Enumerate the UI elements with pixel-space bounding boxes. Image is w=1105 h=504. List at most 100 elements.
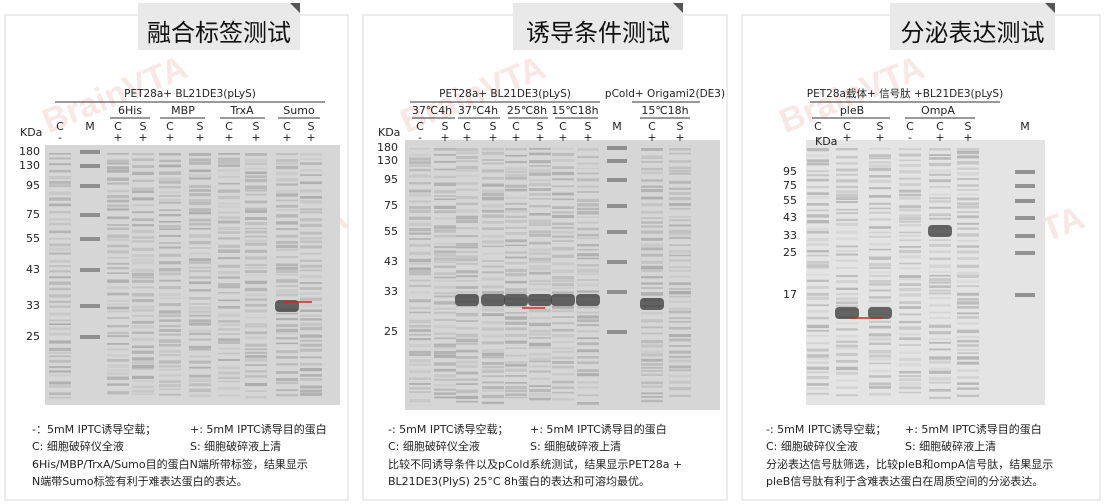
- band: [49, 230, 71, 234]
- band: [482, 204, 504, 208]
- band: [929, 200, 951, 203]
- band: [899, 189, 921, 193]
- band: [529, 389, 551, 393]
- lane-label: S: [308, 120, 315, 133]
- tab-corner: [673, 3, 683, 13]
- band: [434, 190, 456, 194]
- band: [276, 214, 298, 218]
- band: [669, 295, 691, 298]
- band: [836, 201, 858, 204]
- band: [929, 338, 951, 340]
- band: [132, 211, 154, 214]
- band: [159, 388, 181, 391]
- band: [669, 203, 691, 206]
- band: [456, 234, 478, 238]
- band: [276, 363, 298, 366]
- band: [929, 148, 951, 151]
- title-tab: [513, 3, 683, 50]
- band: [107, 216, 129, 220]
- band: [505, 176, 527, 180]
- band: [577, 203, 599, 207]
- band: [669, 266, 691, 268]
- band: [928, 225, 952, 237]
- band: [836, 359, 858, 363]
- band: [49, 347, 71, 352]
- marker-band: [607, 159, 627, 163]
- band: [434, 245, 456, 249]
- band: [869, 274, 891, 277]
- band: [159, 303, 181, 307]
- band: [245, 158, 267, 163]
- band: [869, 271, 891, 274]
- band: [505, 215, 527, 218]
- band: [929, 179, 951, 183]
- band: [434, 265, 456, 268]
- band: [552, 283, 574, 287]
- note-text: 比较不同诱导条件以及pCold系统测试，结果显示PET28a +: [388, 457, 682, 471]
- band: [836, 394, 858, 397]
- lane-sign: +: [224, 131, 233, 144]
- band: [552, 226, 574, 229]
- band: [807, 376, 829, 380]
- band: [505, 321, 527, 325]
- band: [807, 279, 829, 282]
- lane-sign: +: [440, 131, 449, 144]
- band: [218, 305, 240, 309]
- band: [552, 206, 574, 210]
- band: [807, 242, 829, 247]
- band: [409, 168, 431, 172]
- band: [300, 385, 322, 389]
- band: [869, 167, 891, 172]
- band: [189, 383, 211, 387]
- band: [434, 291, 456, 295]
- band: [245, 274, 267, 276]
- band: [669, 369, 691, 372]
- band: [835, 307, 859, 319]
- band: [218, 328, 240, 331]
- band: [409, 262, 431, 265]
- band: [409, 344, 431, 348]
- band: [899, 375, 921, 378]
- band: [669, 197, 691, 201]
- band: [482, 151, 504, 155]
- marker-label: 55: [783, 194, 797, 207]
- band: [577, 172, 599, 175]
- band: [869, 194, 891, 198]
- lane-label: S: [140, 120, 147, 133]
- band: [49, 323, 71, 326]
- band: [577, 233, 599, 237]
- band: [641, 237, 663, 241]
- band: [276, 273, 298, 276]
- band: [552, 178, 574, 181]
- band: [505, 333, 527, 337]
- band: [276, 209, 298, 211]
- band: [276, 234, 298, 238]
- band: [869, 333, 891, 337]
- band: [107, 244, 129, 248]
- band: [868, 307, 892, 319]
- band: [300, 389, 322, 393]
- band: [899, 148, 921, 151]
- band: [529, 352, 551, 356]
- band: [49, 305, 71, 308]
- band: [577, 237, 599, 240]
- band: [899, 205, 921, 209]
- band: [529, 365, 551, 368]
- band: [49, 392, 71, 396]
- band: [49, 352, 71, 354]
- band: [529, 230, 551, 234]
- lane-sign: +: [282, 131, 291, 144]
- band: [409, 398, 431, 403]
- band: [189, 310, 211, 314]
- band: [245, 351, 267, 354]
- band: [218, 249, 240, 253]
- marker-band: [607, 230, 627, 234]
- band: [899, 249, 921, 254]
- band: [505, 382, 527, 384]
- band: [159, 246, 181, 249]
- band: [482, 321, 504, 325]
- lane-sign: +: [842, 131, 851, 144]
- lane-sign: +: [583, 131, 592, 144]
- band: [505, 312, 527, 314]
- band: [957, 376, 979, 379]
